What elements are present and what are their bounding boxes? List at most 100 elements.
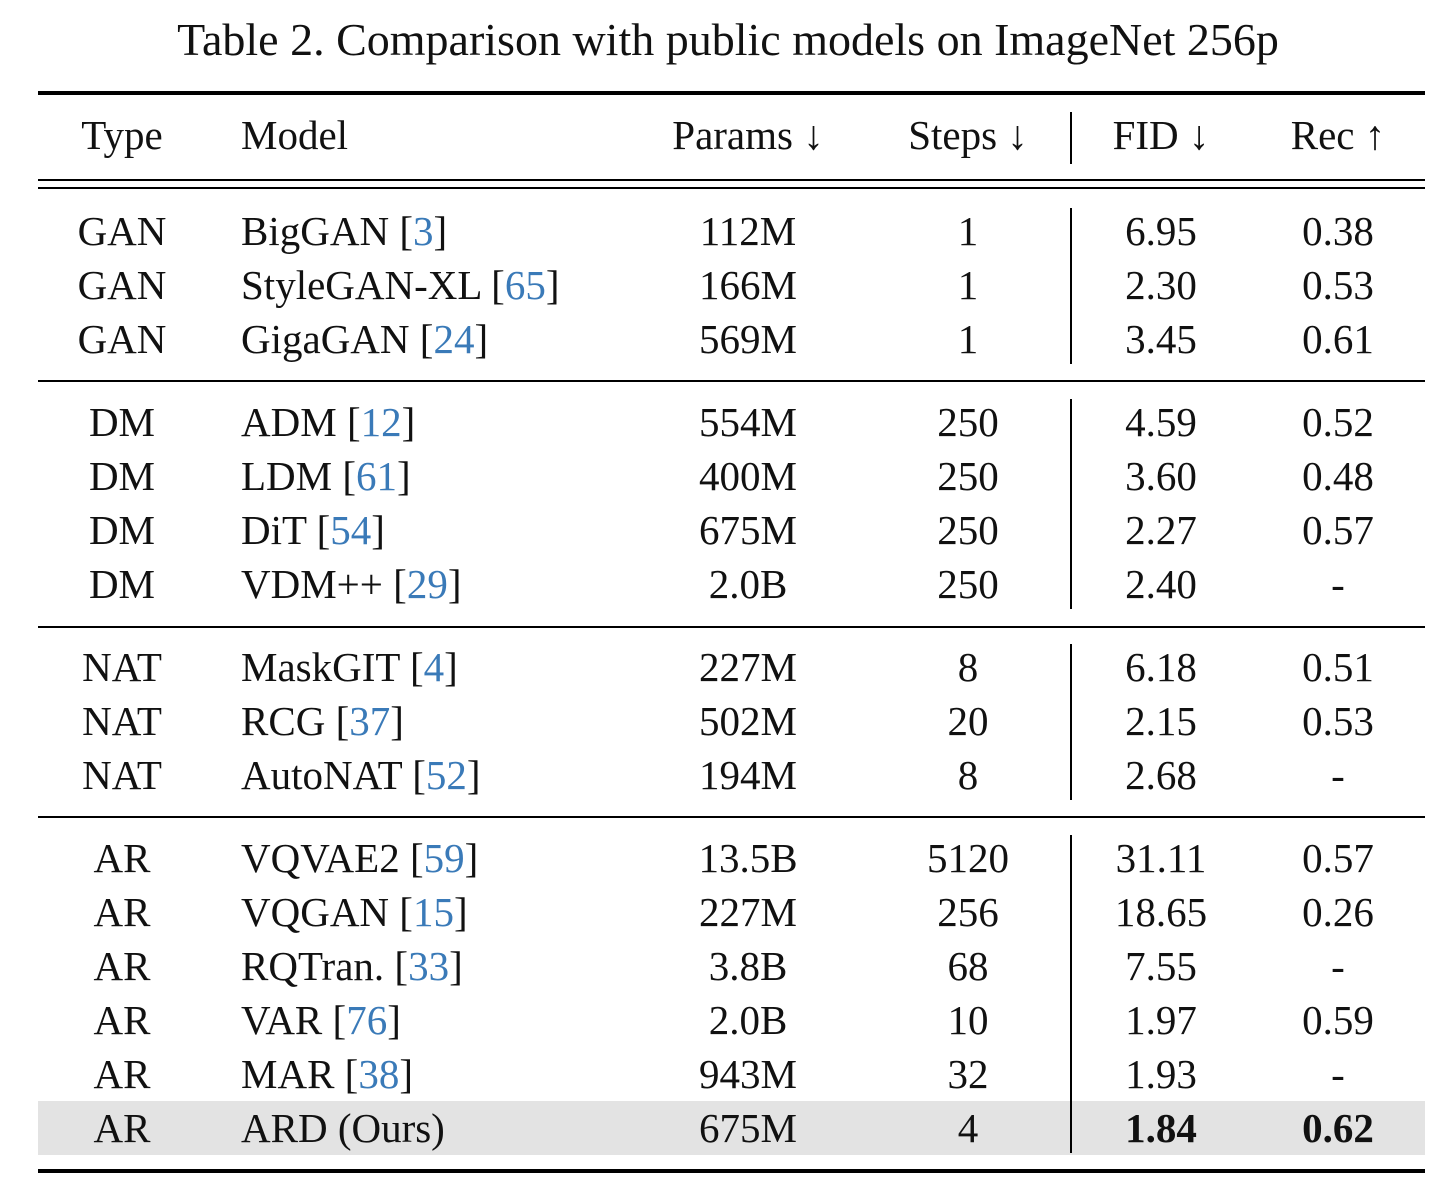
cell-rec: 0.26	[1302, 889, 1374, 935]
cell-params: 13.5B	[698, 835, 798, 881]
cell-fid: 7.55	[1125, 943, 1197, 989]
citation-link[interactable]: 4	[423, 644, 445, 690]
cell-steps: 5120	[927, 835, 1009, 881]
cell-steps: 1	[957, 208, 979, 254]
cell-model: MaskGIT [4]	[241, 644, 458, 690]
citation-link[interactable]: 52	[425, 752, 467, 798]
citation-link[interactable]: 33	[408, 943, 450, 989]
table-row: AR MAR [38] 943M 32 1.93 -	[38, 1047, 1425, 1101]
cell-fid: 1.93	[1125, 1051, 1197, 1097]
cell-steps: 4	[957, 1105, 979, 1151]
citation-link[interactable]: 29	[406, 561, 448, 607]
citation-link[interactable]: 15	[412, 889, 454, 935]
table-row: AR VQVAE2 [59] 13.5B 5120 31.11 0.57	[38, 831, 1425, 885]
cell-rec: -	[1331, 561, 1345, 607]
citation-link[interactable]: 76	[346, 997, 388, 1043]
model-name: VQVAE2	[241, 835, 400, 881]
cell-type: DM	[88, 561, 156, 607]
group-rule	[38, 626, 1425, 628]
top-rule	[38, 91, 1425, 95]
cell-fid: 18.65	[1114, 889, 1208, 935]
cell-rec: 0.53	[1302, 698, 1374, 744]
cell-params: 554M	[699, 399, 797, 445]
cell-params: 569M	[699, 316, 797, 362]
cell-params: 166M	[699, 262, 797, 308]
cell-rec: 0.62	[1302, 1105, 1374, 1151]
model-name: LDM	[241, 453, 333, 499]
cell-rec: 0.59	[1302, 997, 1374, 1043]
cell-steps: 20	[947, 698, 989, 744]
citation-link[interactable]: 65	[504, 262, 546, 308]
cell-model: VQGAN [15]	[241, 889, 468, 935]
model-name: StyleGAN-XL	[241, 262, 481, 308]
cell-fid: 31.11	[1115, 835, 1207, 881]
cell-fid: 1.84	[1125, 1105, 1197, 1151]
citation-link[interactable]: 24	[433, 316, 475, 362]
cell-type: AR	[93, 1105, 151, 1151]
table-caption: Table 2. Comparison with public models o…	[177, 14, 1279, 65]
cell-model: VAR [76]	[241, 997, 401, 1043]
citation-link[interactable]: 54	[330, 507, 372, 553]
cell-rec: 0.52	[1302, 399, 1374, 445]
cell-params: 675M	[699, 1105, 797, 1151]
cell-params: 943M	[699, 1051, 797, 1097]
table-row: AR RQTran. [33] 3.8B 68 7.55 -	[38, 939, 1425, 993]
citation-link[interactable]: 38	[358, 1051, 400, 1097]
citation-link[interactable]: 3	[412, 208, 434, 254]
cell-params: 502M	[699, 698, 797, 744]
model-name: ARD (Ours)	[241, 1105, 445, 1151]
cell-type: AR	[93, 889, 151, 935]
cell-model: StyleGAN-XL [65]	[241, 262, 560, 308]
table-row: NAT MaskGIT [4] 227M 8 6.18 0.51	[38, 640, 1425, 694]
header-rec: Rec ↑	[1290, 112, 1386, 158]
cell-rec: 0.51	[1302, 644, 1374, 690]
cell-fid: 2.15	[1125, 698, 1197, 744]
cell-fid: 2.27	[1125, 507, 1197, 553]
cell-fid: 4.59	[1125, 399, 1197, 445]
column-divider	[1070, 208, 1072, 364]
column-divider	[1070, 644, 1072, 800]
cell-steps: 1	[957, 262, 979, 308]
group-rule	[38, 816, 1425, 818]
table-row: AR VQGAN [15] 227M 256 18.65 0.26	[38, 885, 1425, 939]
cell-model: LDM [61]	[241, 453, 411, 499]
bottom-rule	[38, 1169, 1425, 1173]
cell-type: DM	[88, 507, 156, 553]
citation-link[interactable]: 37	[349, 698, 391, 744]
cell-model: RCG [37]	[241, 698, 404, 744]
cell-model: ARD (Ours)	[241, 1101, 445, 1155]
cell-steps: 32	[947, 1051, 989, 1097]
table-row: GAN StyleGAN-XL [65] 166M 1 2.30 0.53	[38, 258, 1425, 312]
table-row: DM LDM [61] 400M 250 3.60 0.48	[38, 449, 1425, 503]
table-row: DM ADM [12] 554M 250 4.59 0.52	[38, 395, 1425, 449]
cell-params: 400M	[699, 453, 797, 499]
model-name: RQTran.	[241, 943, 385, 989]
citation-link[interactable]: 61	[356, 453, 398, 499]
cell-steps: 250	[937, 561, 999, 607]
cell-type: NAT	[82, 752, 162, 798]
cell-rec: -	[1331, 1051, 1345, 1097]
citation-link[interactable]: 12	[360, 399, 402, 445]
citation-link[interactable]: 59	[423, 835, 465, 881]
cell-fid: 2.40	[1125, 561, 1197, 607]
column-divider	[1070, 835, 1072, 1153]
cell-type: NAT	[82, 698, 162, 744]
model-name: MaskGIT	[241, 644, 400, 690]
cell-type: NAT	[82, 644, 162, 690]
cell-steps: 250	[937, 453, 999, 499]
table-row: AR VAR [76] 2.0B 10 1.97 0.59	[38, 993, 1425, 1047]
cell-type: DM	[88, 453, 156, 499]
cell-fid: 3.45	[1125, 316, 1197, 362]
cell-model: ADM [12]	[241, 399, 416, 445]
cell-params: 2.0B	[708, 997, 788, 1043]
cell-type: AR	[93, 835, 151, 881]
table-row: GAN BigGAN [3] 112M 1 6.95 0.38	[38, 204, 1425, 258]
header-double-rule-1	[38, 179, 1425, 181]
cell-params: 227M	[699, 889, 797, 935]
cell-type: GAN	[77, 262, 167, 308]
table-row: DM VDM++ [29] 2.0B 250 2.40 -	[38, 557, 1425, 611]
header-fid: FID ↓	[1112, 112, 1210, 158]
cell-rec: 0.53	[1302, 262, 1374, 308]
cell-model: GigaGAN [24]	[241, 316, 489, 362]
cell-rec: 0.38	[1302, 208, 1374, 254]
